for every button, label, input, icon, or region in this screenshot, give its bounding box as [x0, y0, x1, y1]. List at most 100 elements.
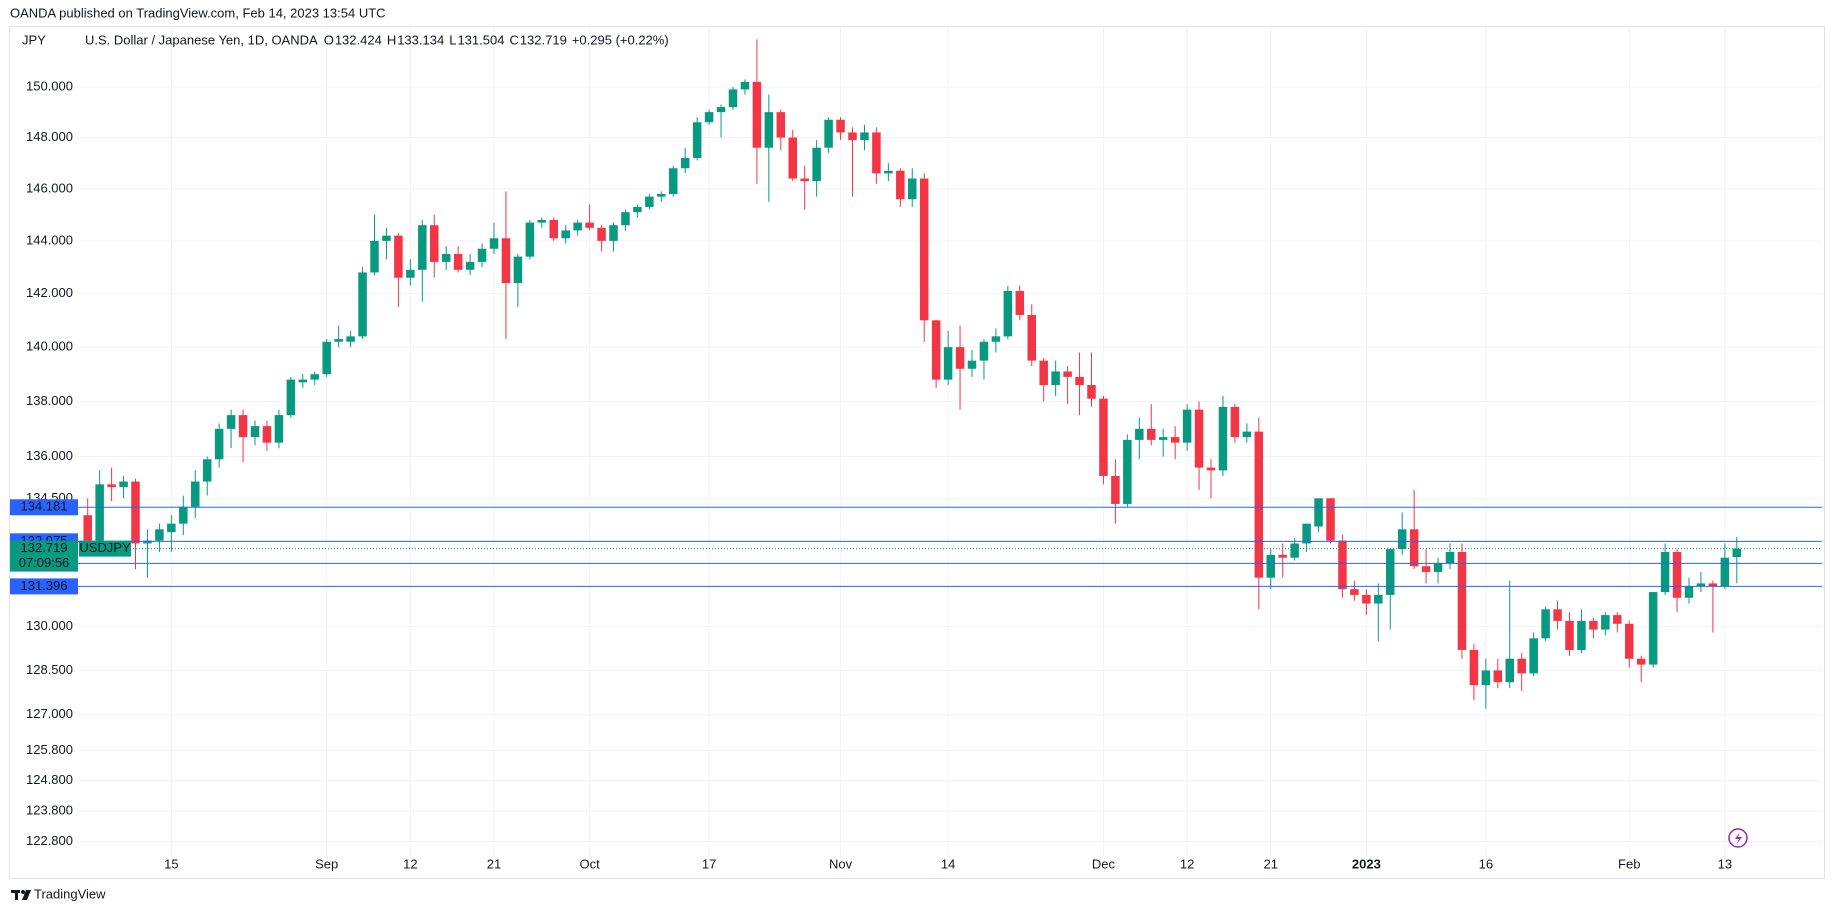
candle-body	[1445, 551, 1455, 564]
chart-title: U.S. Dollar / Japanese Yen, 1D, OANDA	[85, 32, 318, 47]
candle-body	[1577, 620, 1586, 650]
legend-key: H	[387, 32, 396, 47]
candle-body	[382, 235, 391, 241]
candle-body	[286, 379, 296, 416]
candle-body	[1720, 557, 1730, 587]
x-tick-label: 17	[702, 856, 716, 871]
candle-body	[1350, 589, 1359, 595]
symbol-box	[79, 540, 131, 557]
y-tick-label: 144.000	[26, 232, 73, 247]
candle-body	[1553, 609, 1562, 621]
countdown-label: 07:09:56	[19, 555, 70, 570]
candle-body	[1135, 428, 1144, 440]
candle-body	[669, 168, 678, 195]
level-label-box	[10, 578, 78, 595]
x-tick-label: 21	[1264, 856, 1278, 871]
candle-body	[1469, 649, 1479, 686]
candle-body	[214, 428, 224, 460]
logo-dot	[21, 890, 25, 894]
candle-body	[525, 222, 535, 257]
candle-body	[537, 219, 547, 223]
level-label: 131.396	[21, 578, 68, 593]
candle-body	[1433, 563, 1443, 572]
candle-body	[979, 341, 989, 361]
candle-body	[1565, 620, 1574, 650]
published-line: OANDA published on TradingView.com, Feb …	[10, 5, 386, 20]
candle-body	[609, 225, 618, 241]
candle-body	[489, 238, 499, 249]
x-tick-label: 13	[1718, 856, 1732, 871]
candle-body	[1541, 609, 1550, 639]
candle-body	[1230, 406, 1240, 438]
candle-body	[83, 515, 92, 541]
candle-body	[358, 272, 367, 337]
candle-body	[238, 415, 248, 438]
x-tick-label: 21	[487, 856, 501, 871]
candle-body	[1386, 549, 1395, 595]
candle-body	[1039, 360, 1048, 386]
candle-body	[1123, 439, 1132, 504]
y-tick-label: 130.000	[26, 618, 73, 633]
plot	[83, 39, 1742, 709]
candle-body	[645, 196, 654, 207]
candle-body	[1732, 548, 1742, 557]
candle-body	[788, 137, 797, 179]
chart-frame	[9, 26, 1825, 879]
candle-body	[1170, 437, 1180, 443]
candle-body	[955, 347, 965, 369]
candle-body	[621, 212, 630, 226]
candle-body	[1266, 554, 1275, 578]
candle-body	[728, 89, 738, 108]
candle-body	[1636, 658, 1646, 665]
symbol-label: USDJPY	[79, 540, 131, 555]
candle-body	[872, 132, 881, 174]
candle-body	[465, 261, 475, 270]
candle-body	[919, 178, 929, 321]
y-tick-label: 142.000	[26, 285, 73, 300]
candle-body	[406, 269, 415, 278]
y-tick-label: 140.000	[26, 339, 73, 354]
candle-body	[262, 426, 272, 443]
y-tick-label: 128.500	[26, 662, 73, 677]
candle-body	[716, 107, 726, 113]
candle-body	[1421, 566, 1431, 572]
candle-body	[1015, 290, 1025, 315]
candle-body	[1242, 431, 1252, 438]
candle-body	[1613, 615, 1622, 624]
logo-slash	[22, 890, 31, 900]
candle-body	[1589, 620, 1598, 630]
replay-icon[interactable]	[1735, 832, 1742, 845]
candle-body	[441, 254, 451, 262]
legend-value: 132.424	[335, 32, 382, 47]
candle-body	[740, 81, 750, 90]
candle-body	[692, 122, 702, 158]
candle-body	[1684, 586, 1694, 598]
y-axis-unit: JPY	[22, 32, 46, 47]
candle-body	[1374, 594, 1383, 604]
last-price-label: 132.719	[21, 540, 68, 555]
candle-body	[1158, 437, 1168, 440]
candle-body	[95, 484, 104, 541]
candle-body	[1625, 623, 1634, 659]
candle-body	[155, 529, 164, 541]
replay-circle[interactable]	[1728, 828, 1748, 848]
candle-body	[1075, 376, 1084, 386]
candle-body	[680, 157, 690, 169]
y-tick-label: 123.800	[26, 802, 73, 817]
x-tick-label: Dec	[1092, 856, 1116, 871]
candle-body	[967, 360, 977, 369]
candle-body	[1601, 615, 1610, 630]
candle-body	[931, 320, 941, 380]
candle-body	[633, 206, 642, 213]
candle-body	[1457, 551, 1467, 650]
candle-body	[1254, 431, 1264, 578]
candle-body	[657, 194, 666, 197]
candle-body	[202, 459, 212, 482]
candle-body	[824, 119, 833, 148]
candle-body	[1493, 670, 1503, 683]
candle-body	[1660, 551, 1670, 593]
candle-body	[860, 132, 869, 141]
replay-button[interactable]	[1728, 828, 1748, 848]
